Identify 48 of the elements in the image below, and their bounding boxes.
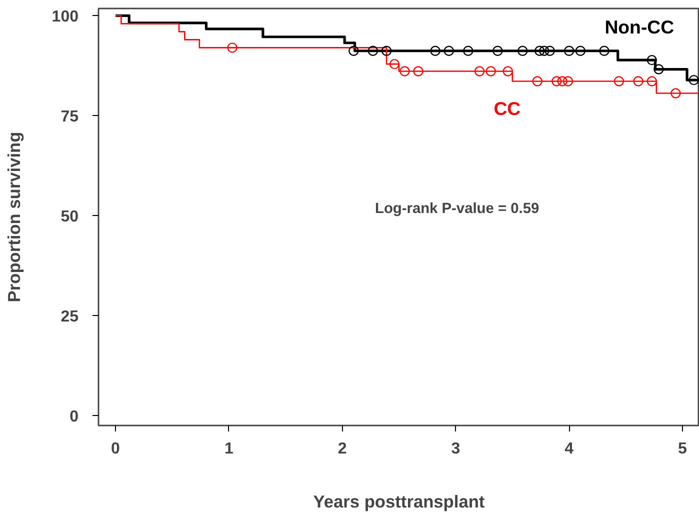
point xyxy=(474,66,485,76)
point xyxy=(463,46,474,56)
x-tick-label: 2 xyxy=(338,440,347,458)
point xyxy=(492,46,503,56)
point xyxy=(646,76,657,86)
point xyxy=(670,88,681,98)
y-tick-label: 25 xyxy=(60,308,79,326)
point xyxy=(564,46,574,56)
series-label: Non-CC xyxy=(604,16,674,38)
point xyxy=(368,46,378,56)
point xyxy=(502,66,513,76)
point xyxy=(532,76,542,86)
y-tick-label: 0 xyxy=(70,408,79,426)
point xyxy=(227,42,238,53)
point xyxy=(575,46,586,56)
point xyxy=(381,46,392,56)
annotation: Log-rank P-value = 0.59 xyxy=(375,201,540,217)
point xyxy=(430,46,440,56)
point xyxy=(518,46,528,56)
y-axis-title: Proportion surviving xyxy=(4,132,24,302)
x-tick-label: 4 xyxy=(564,440,574,458)
point xyxy=(348,46,359,56)
point xyxy=(654,64,664,74)
point xyxy=(688,74,699,86)
x-axis-title: Years posttransplant xyxy=(313,492,485,512)
point xyxy=(544,46,555,56)
point xyxy=(389,58,400,70)
x-tick-label: 0 xyxy=(111,440,120,458)
point xyxy=(552,76,562,86)
series-label: CC xyxy=(494,98,521,120)
point xyxy=(539,46,550,56)
point xyxy=(614,76,624,86)
y-tick-label: 100 xyxy=(52,8,79,26)
point xyxy=(400,66,410,76)
y-tick-label: 50 xyxy=(60,208,79,226)
x-tick-label: 3 xyxy=(451,440,460,458)
point xyxy=(444,46,454,56)
point xyxy=(646,54,657,66)
x-tick-label: 1 xyxy=(224,440,234,458)
point xyxy=(413,66,424,76)
point xyxy=(557,76,568,86)
point xyxy=(486,66,496,76)
point xyxy=(633,76,644,86)
point xyxy=(599,46,610,56)
point xyxy=(562,76,574,86)
x-tick-label: 5 xyxy=(678,440,688,458)
point xyxy=(534,46,545,56)
y-tick-label: 75 xyxy=(60,108,79,126)
